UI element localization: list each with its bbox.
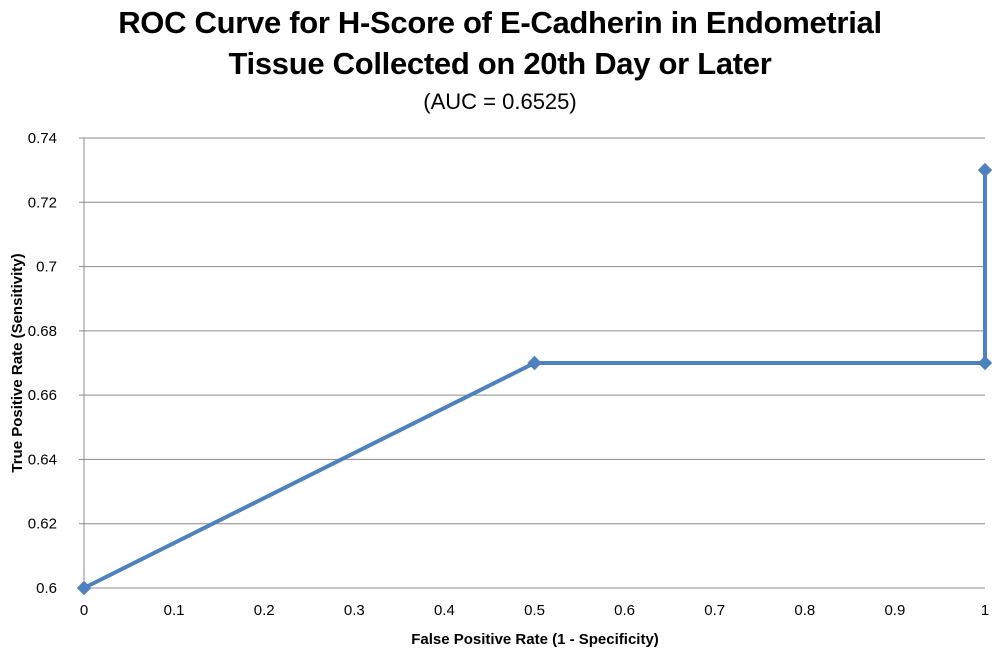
x-tick-label: 0.9 xyxy=(884,602,905,619)
chart-subtitle: (AUC = 0.6525) xyxy=(423,89,577,114)
roc-point-marker xyxy=(527,355,542,371)
x-tick-label: 0.5 xyxy=(524,602,545,619)
y-tick-label: 0.72 xyxy=(28,194,57,211)
y-axis-title: True Positive Rate (Sensitivity) xyxy=(9,253,26,472)
y-tick-labels: 0.6 0.62 0.64 0.66 0.68 0.7 0.72 0.74 xyxy=(28,130,57,597)
x-tick-label: 0.7 xyxy=(704,602,725,619)
gridlines xyxy=(84,137,985,525)
x-axis-title: False Positive Rate (1 - Specificity) xyxy=(411,631,659,648)
x-tick-label: 1 xyxy=(981,602,989,619)
roc-point-marker xyxy=(76,580,92,596)
x-tick-labels: 0 0.1 0.2 0.3 0.4 0.5 0.6 0.7 0.8 0.9 1 xyxy=(80,602,989,619)
axes xyxy=(79,137,985,589)
roc-point-marker xyxy=(977,355,993,371)
roc-series-line xyxy=(83,170,987,590)
y-tick-label: 0.66 xyxy=(28,387,57,404)
chart-title-line-2: Tissue Collected on 20th Day or Later xyxy=(228,46,772,81)
x-tick-label: 0.3 xyxy=(344,602,365,619)
chart-title-line-1: ROC Curve for H-Score of E-Cadherin in E… xyxy=(118,5,882,40)
x-tick-label: 0.1 xyxy=(164,602,185,619)
x-tick-label: 0.6 xyxy=(614,602,635,619)
x-tick-label: 0.4 xyxy=(434,602,455,619)
y-tick-label: 0.68 xyxy=(28,323,57,340)
roc-point-marker xyxy=(977,162,993,178)
x-tick-label: 0 xyxy=(80,602,88,619)
y-tick-label: 0.74 xyxy=(28,130,57,147)
y-tick-label: 0.62 xyxy=(28,516,57,533)
x-tick-label: 0.2 xyxy=(254,602,275,619)
y-tick-label: 0.6 xyxy=(36,580,57,597)
y-tick-label: 0.64 xyxy=(28,451,57,468)
y-tick-label: 0.7 xyxy=(36,259,57,276)
series-group xyxy=(76,162,993,596)
x-tick-label: 0.8 xyxy=(794,602,815,619)
